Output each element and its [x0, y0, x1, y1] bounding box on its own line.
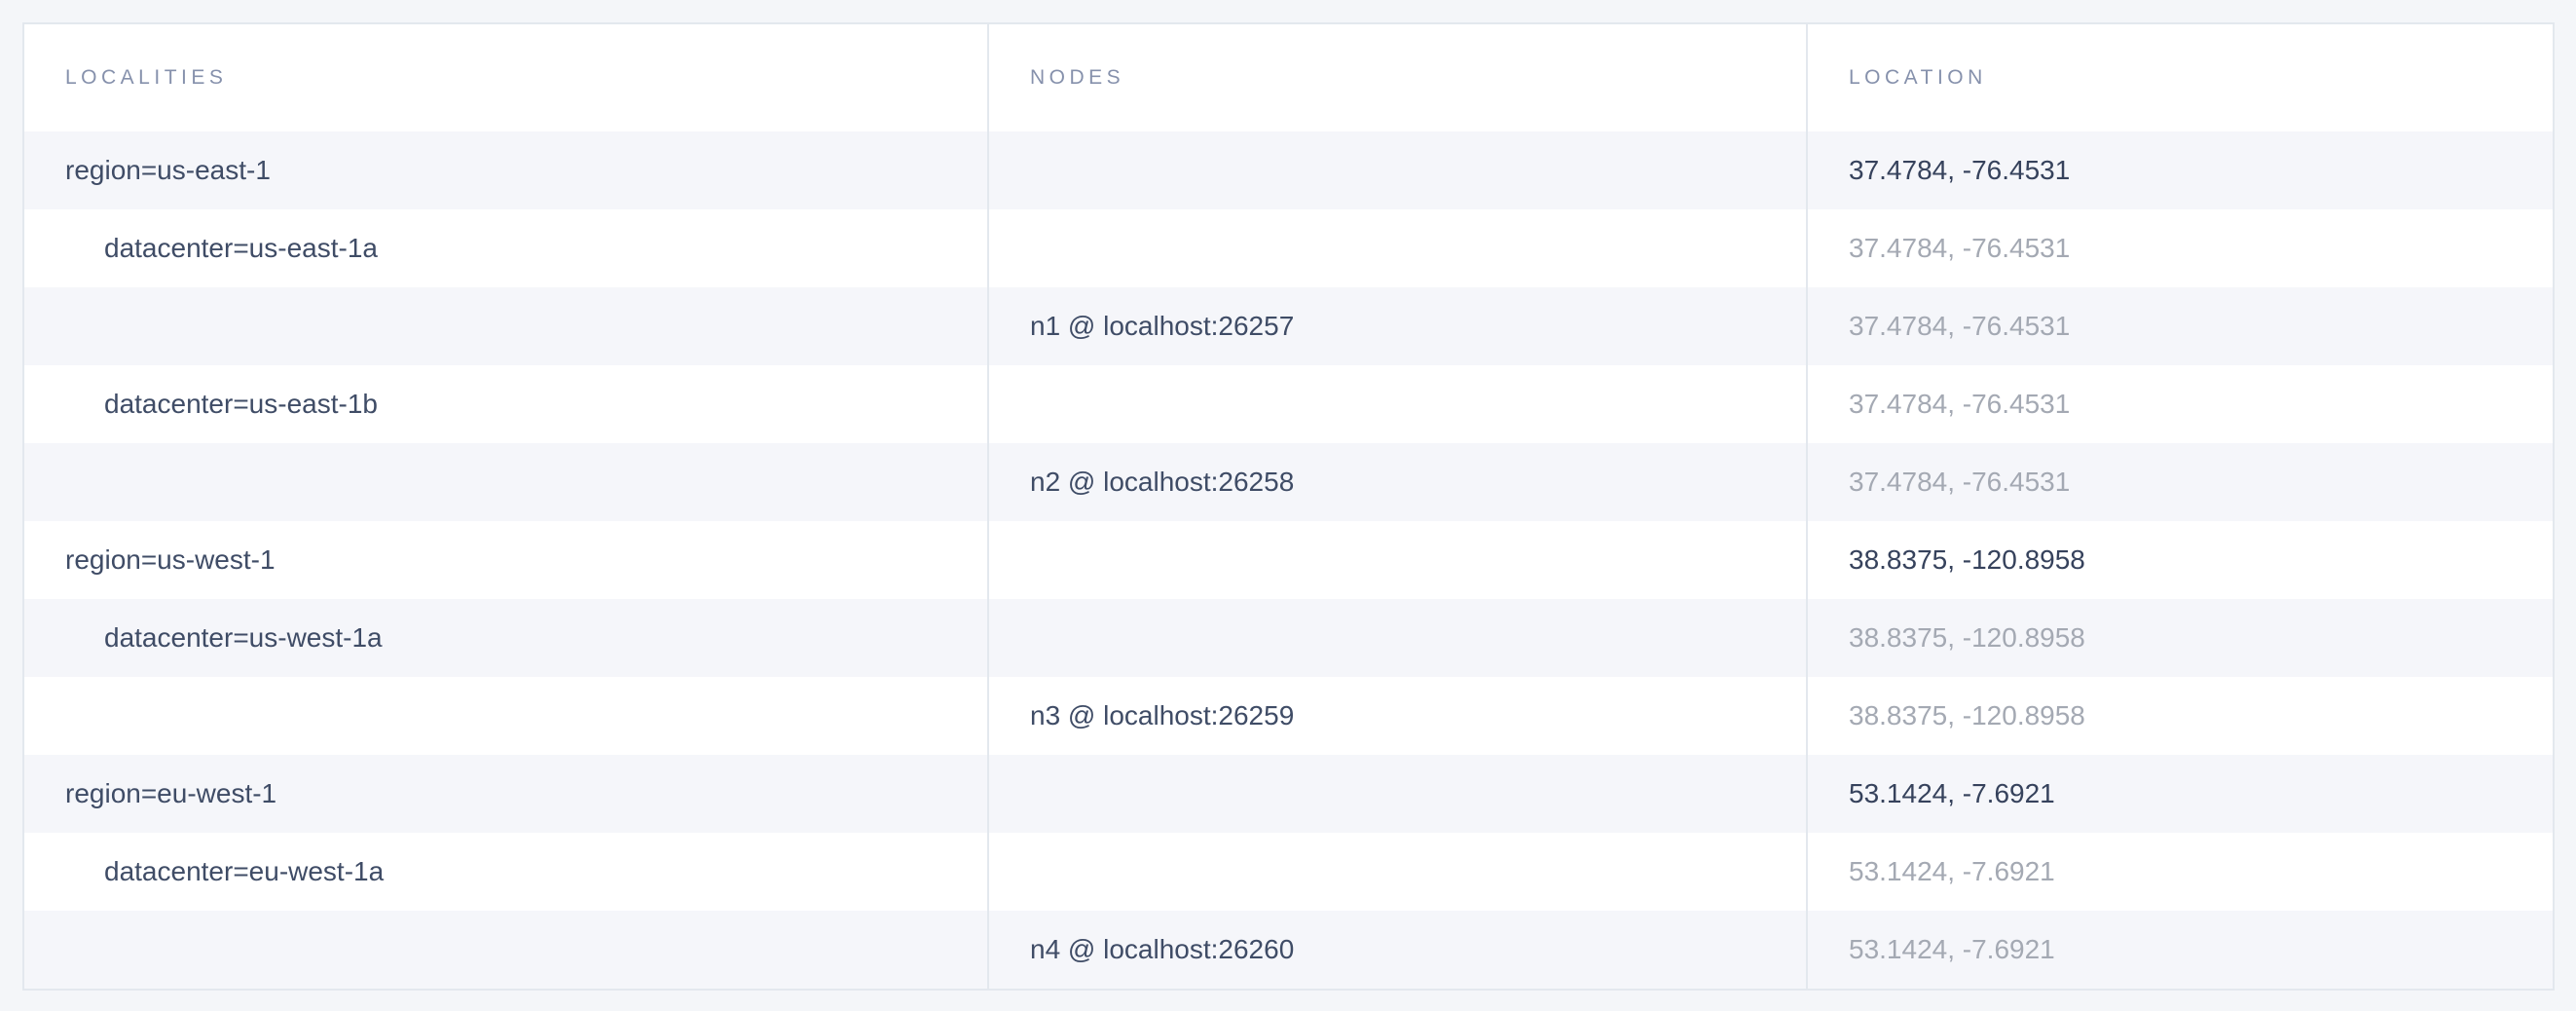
column-header-localities: LOCALITIES [24, 24, 989, 131]
locality-cell: datacenter=us-west-1a [24, 599, 989, 677]
table-body: region=us-east-1 37.4784, -76.4531 datac… [24, 131, 2553, 989]
node-cell [989, 209, 1808, 287]
location-cell: 37.4784, -76.4531 [1849, 467, 2071, 497]
locality-cell [24, 443, 989, 521]
table-row: n1 @ localhost:26257 37.4784, -76.4531 [24, 287, 2553, 365]
location-cell: 53.1424, -7.6921 [1849, 934, 2055, 964]
localities-table: LOCALITIES NODES LOCATION region=us-east… [22, 22, 2555, 991]
location-cell: 38.8375, -120.8958 [1849, 622, 2085, 653]
node-cell [989, 755, 1808, 833]
table-row: region=us-east-1 37.4784, -76.4531 [24, 131, 2553, 209]
locality-cell: region=us-east-1 [24, 131, 989, 209]
location-cell: 38.8375, -120.8958 [1849, 700, 2085, 730]
locality-cell: region=eu-west-1 [24, 755, 989, 833]
location-cell: 37.4784, -76.4531 [1849, 311, 2071, 341]
node-cell [989, 521, 1808, 599]
node-cell [989, 131, 1808, 209]
location-cell: 37.4784, -76.4531 [1849, 389, 2071, 419]
node-cell: n2 @ localhost:26258 [989, 443, 1808, 521]
locality-cell: region=us-west-1 [24, 521, 989, 599]
locality-cell [24, 677, 989, 755]
node-cell: n1 @ localhost:26257 [989, 287, 1808, 365]
node-cell [989, 365, 1808, 443]
node-cell [989, 599, 1808, 677]
node-cell: n4 @ localhost:26260 [989, 911, 1808, 989]
table-row: n2 @ localhost:26258 37.4784, -76.4531 [24, 443, 2553, 521]
table-row: datacenter=us-west-1a 38.8375, -120.8958 [24, 599, 2553, 677]
node-cell [989, 833, 1808, 911]
location-cell: 38.8375, -120.8958 [1849, 544, 2085, 575]
location-cell: 53.1424, -7.6921 [1849, 778, 2055, 808]
table-row: n3 @ localhost:26259 38.8375, -120.8958 [24, 677, 2553, 755]
node-cell: n3 @ localhost:26259 [989, 677, 1808, 755]
column-header-location: LOCATION [1849, 66, 1987, 89]
location-cell: 53.1424, -7.6921 [1849, 856, 2055, 886]
location-cell: 37.4784, -76.4531 [1849, 155, 2071, 185]
table-row: datacenter=eu-west-1a 53.1424, -7.6921 [24, 833, 2553, 911]
table-row: region=eu-west-1 53.1424, -7.6921 [24, 755, 2553, 833]
locality-cell [24, 911, 989, 989]
table-header-row: LOCALITIES NODES LOCATION [24, 24, 2553, 131]
locality-cell: datacenter=eu-west-1a [24, 833, 989, 911]
table-row: region=us-west-1 38.8375, -120.8958 [24, 521, 2553, 599]
locality-cell [24, 287, 989, 365]
table-row: datacenter=us-east-1a 37.4784, -76.4531 [24, 209, 2553, 287]
column-header-nodes: NODES [989, 24, 1808, 131]
location-cell: 37.4784, -76.4531 [1849, 233, 2071, 263]
locality-cell: datacenter=us-east-1a [24, 209, 989, 287]
table-row: n4 @ localhost:26260 53.1424, -7.6921 [24, 911, 2553, 989]
locality-cell: datacenter=us-east-1b [24, 365, 989, 443]
table-row: datacenter=us-east-1b 37.4784, -76.4531 [24, 365, 2553, 443]
